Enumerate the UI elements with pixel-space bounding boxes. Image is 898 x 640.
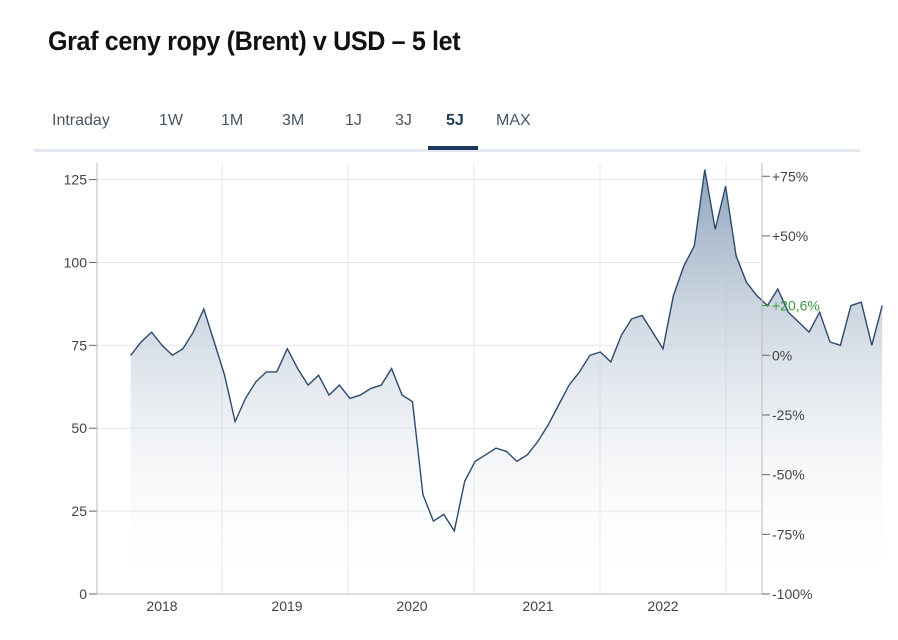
current-change-label: +20,6%: [772, 298, 820, 314]
x-tick-label: 2022: [647, 598, 678, 614]
y-tick-label: 125: [64, 172, 88, 188]
tab-1j[interactable]: 1J: [345, 112, 362, 129]
price-line: [130, 169, 883, 533]
timeframe-tabs: Intraday 1W 1M 3M 1J 3J 5J MAX: [34, 106, 860, 152]
y-tick-label: 25: [71, 503, 87, 519]
tab-intraday[interactable]: Intraday: [52, 112, 110, 129]
x-tick-label: 2021: [522, 598, 553, 614]
y2-tick-label: +75%: [772, 168, 808, 184]
price-area: [130, 169, 883, 594]
y-tick-label: 100: [64, 254, 88, 270]
y-tick-label: 0: [79, 586, 87, 602]
axes: 0 25 50 75 100 125 2018 2019 2020 2021 2022 +75% +50…: [64, 163, 820, 614]
y2-tick-label: -100%: [772, 586, 812, 602]
y2-tick-label: 0%: [772, 347, 792, 363]
tab-max[interactable]: MAX: [496, 112, 531, 129]
tab-3m[interactable]: 3M: [282, 112, 305, 129]
x-tick-label: 2019: [271, 598, 302, 614]
y2-tick-label: -25%: [772, 407, 805, 423]
tab-3j[interactable]: 3J: [395, 112, 412, 129]
page-title: Graf ceny ropy (Brent) v USD – 5 let: [48, 26, 461, 56]
y-tick-label: 50: [71, 420, 87, 436]
active-tab-indicator: [428, 146, 478, 150]
y2-tick-label: -75%: [772, 526, 805, 542]
y2-tick-label: -50%: [772, 467, 805, 483]
tab-1w[interactable]: 1W: [159, 112, 183, 129]
y-tick-label: 75: [71, 337, 87, 353]
y2-tick-label: +50%: [772, 228, 808, 244]
tab-1m[interactable]: 1M: [221, 112, 244, 129]
x-tick-label: 2020: [396, 598, 427, 614]
tab-5j[interactable]: 5J: [446, 112, 464, 129]
x-tick-label: 2018: [146, 598, 177, 614]
